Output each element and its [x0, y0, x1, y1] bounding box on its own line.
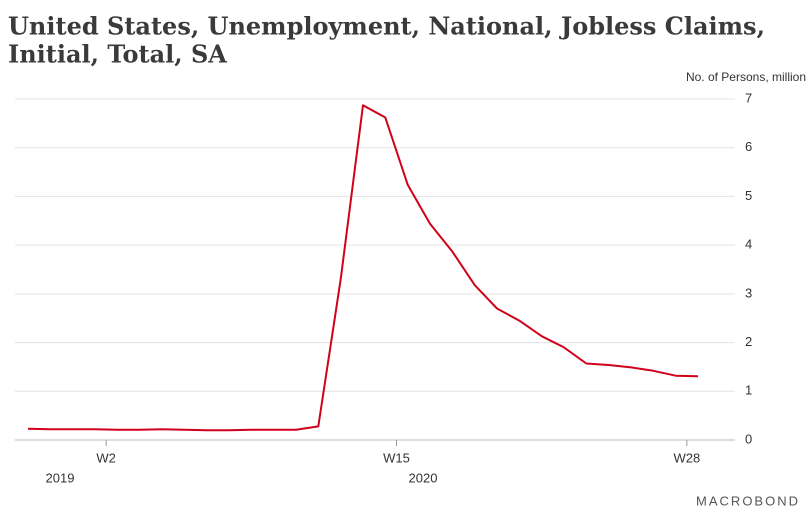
y-tick-label: 6	[745, 139, 752, 154]
y-tick-label: 2	[745, 334, 752, 349]
x-tick-label: W15	[383, 450, 410, 465]
y-axis-label: No. of Persons, million	[686, 70, 806, 84]
y-tick-label: 7	[745, 90, 752, 105]
y-tick-label: 3	[745, 285, 752, 300]
year-label: 2019	[46, 470, 75, 485]
x-tick-label: W2	[96, 450, 116, 465]
chart-title: Initial, Total, SA	[8, 40, 227, 69]
x-tick-label: W28	[673, 450, 700, 465]
source-logo: MACROBOND	[696, 493, 800, 508]
y-tick-label: 4	[745, 237, 752, 252]
data-line	[27, 104, 699, 432]
y-tick-label: 0	[745, 431, 752, 446]
chart-title: United States, Unemployment, National, J…	[8, 12, 765, 41]
y-tick-label: 1	[745, 383, 752, 398]
year-label: 2020	[409, 470, 438, 485]
y-tick-label: 5	[745, 188, 752, 203]
